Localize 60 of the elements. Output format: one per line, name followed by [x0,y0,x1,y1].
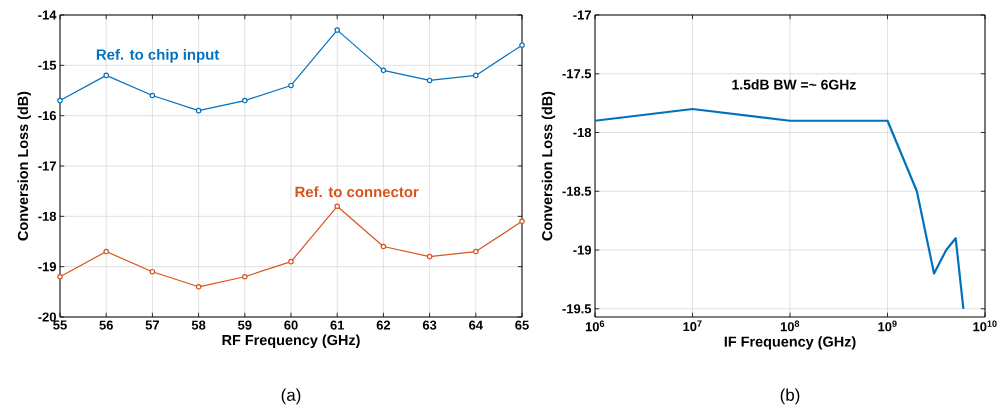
x-tick-label: 64 [469,320,483,330]
point [103,248,109,255]
y-tick-label: -17 [38,161,56,171]
x-tick-label: 56 [99,320,113,330]
point [288,258,294,265]
point [149,92,156,99]
x-tick-label: 10$^{8}$ [780,320,800,332]
point [242,97,248,104]
x-axis-title: IF Frequency (GHz) [724,336,856,350]
series-label: Ref. to chip input [96,48,220,63]
x-tick-label: 58 [191,320,206,330]
point [426,253,433,260]
y-tick-label: -18.5 [562,186,592,196]
point [57,97,63,104]
text: (a) [281,388,301,405]
point [103,72,109,79]
x-tick-label: 10$^{9}$ [878,320,897,332]
point [195,284,202,290]
point [242,273,248,280]
point [473,248,479,255]
x-axis-title: RF Frequency (GHz) [222,334,360,349]
point [426,77,433,84]
point [473,72,479,79]
x-tick-label: 57 [145,320,160,330]
x-tick-label: 10$^{6}$ [585,320,605,332]
point [334,203,340,210]
x-tick-label: 65 [515,320,529,330]
x-tick-label: 55 [53,320,67,330]
y-tick-label: -17 [573,10,591,20]
text: (b) [780,388,800,405]
point [288,82,294,89]
y-tick-label: -14 [38,10,57,20]
x-tick-label: 59 [238,320,252,330]
y-tick-label: -17.5 [562,69,592,79]
y-axis-title: Conversion Loss (dB) [541,91,556,241]
point [380,243,387,250]
y-tick-label: -19 [573,245,592,255]
x-tick-label: 10$^{7}$ [683,320,702,332]
y-tick-label: -18 [573,127,592,138]
y-axis-title: Conversion Loss (dB) [17,91,31,241]
y-tick-label: -20 [38,312,56,322]
annotation: 1.5dB BW =~ 6GHz [732,79,856,90]
x-tick-label: 63 [422,320,437,330]
y-tick-label: -19 [38,262,56,272]
x-tick-label: 61 [330,320,345,330]
point [57,273,63,280]
y-tick-label: -19.5 [562,304,592,314]
y-tick-label: -15 [38,60,57,70]
point [519,42,525,48]
point [195,107,202,114]
y-tick-label: -18 [38,211,57,221]
x-tick-label: 60 [284,320,298,330]
series-label: Ref. to connector [295,186,419,198]
point [149,268,156,275]
point [334,27,340,33]
y-tick-label: -16 [38,111,57,121]
point [519,218,525,225]
point [380,67,387,74]
x-tick-label: 10$^{10}$ [973,320,997,332]
x-tick-label: 62 [376,320,391,330]
